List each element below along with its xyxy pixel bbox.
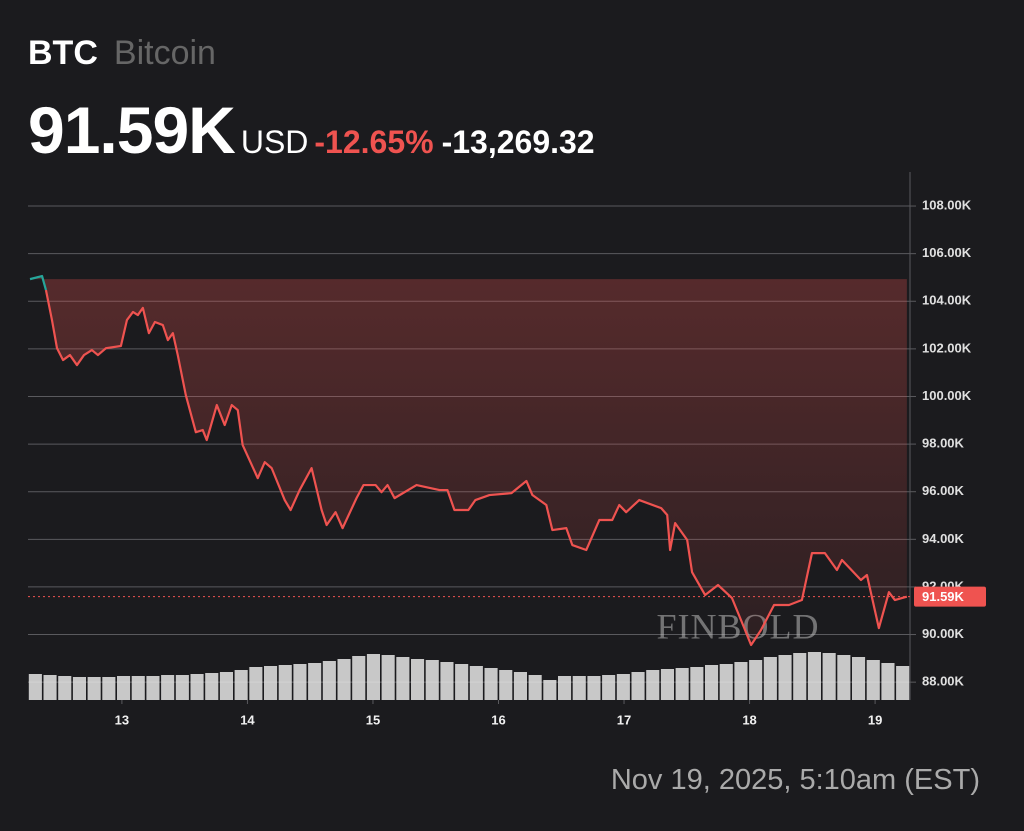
volume-bar: [896, 666, 910, 700]
volume-bar: [572, 676, 586, 700]
volume-bar: [352, 656, 366, 700]
volume-bar: [837, 655, 851, 700]
volume-bar: [440, 662, 454, 700]
change: -13,269.32: [441, 124, 595, 160]
volume-bar: [322, 661, 336, 700]
y-tick-label: 104.00K: [922, 293, 972, 308]
header-price: 91.59K USD -12.65% -13,269.32: [28, 92, 595, 168]
volume-bar: [484, 668, 498, 700]
volume-bar: [734, 662, 748, 700]
volume-bar: [616, 674, 630, 700]
y-tick-label: 98.00K: [922, 436, 965, 451]
volume-bar: [543, 680, 557, 700]
volume-bar: [822, 653, 836, 700]
timestamp: Nov 19, 2025, 5:10am (EST): [610, 764, 980, 796]
volume-bar: [807, 652, 821, 700]
change-percent: -12.65%: [314, 124, 434, 160]
price: 91.59K: [28, 93, 236, 167]
volume-bar: [749, 660, 763, 700]
x-tick-label: 18: [742, 712, 756, 727]
y-tick-label: 102.00K: [922, 340, 972, 355]
volume-bar: [308, 663, 322, 700]
volume-bar: [396, 657, 410, 700]
volume-bar: [587, 676, 601, 700]
volume-bar: [28, 674, 42, 700]
volume-bar: [719, 664, 733, 700]
header-symbol: BTC Bitcoin: [28, 34, 216, 73]
volume-bar: [190, 674, 204, 700]
volume-bar: [381, 655, 395, 700]
volume-bar: [660, 669, 674, 700]
volume-bar: [278, 665, 292, 700]
volume-bar: [72, 677, 86, 700]
volume-bar: [513, 672, 527, 700]
x-tick-label: 14: [240, 712, 255, 727]
volume-bar: [58, 676, 72, 700]
last-price-label: 91.59K: [922, 589, 965, 604]
x-tick-label: 16: [491, 712, 505, 727]
volume-bar: [102, 677, 116, 700]
volume-bar: [43, 675, 57, 700]
area-fill: [30, 276, 907, 646]
price-line: [29, 274, 48, 291]
volume-bar: [705, 665, 719, 700]
currency: USD: [240, 124, 309, 160]
volume-bar: [175, 675, 189, 700]
y-tick-label: 106.00K: [922, 245, 972, 260]
volume-bar: [690, 667, 704, 700]
volume-bar: [646, 670, 660, 700]
volume-bar: [234, 670, 248, 700]
y-tick-label: 94.00K: [922, 531, 965, 546]
y-tick-label: 96.00K: [922, 483, 965, 498]
volume-bar: [366, 654, 380, 700]
volume-bar: [469, 666, 483, 700]
volume-bar: [866, 660, 880, 700]
x-tick-label: 19: [868, 712, 882, 727]
volume-bar: [881, 663, 895, 700]
volume-bar: [161, 675, 175, 700]
symbol: BTC: [28, 34, 98, 72]
volume-bar: [631, 672, 645, 700]
x-tick-label: 15: [366, 712, 380, 727]
volume-bar: [131, 676, 145, 700]
volume-bar: [264, 666, 278, 700]
volume-bar: [602, 675, 616, 700]
volume-bar: [763, 657, 777, 700]
volume-bar: [558, 676, 572, 700]
volume-bar: [219, 672, 233, 700]
y-tick-label: 100.00K: [922, 388, 972, 403]
x-tick-label: 17: [617, 712, 631, 727]
volume-bar: [337, 659, 351, 700]
volume-bar: [87, 677, 101, 700]
volume-bar: [499, 670, 513, 700]
volume-bar: [528, 675, 542, 700]
volume-bar: [411, 659, 425, 700]
y-tick-label: 88.00K: [922, 674, 965, 689]
volume-bar: [852, 657, 866, 700]
volume-bar: [117, 676, 131, 700]
last-price-badge: [914, 586, 986, 607]
asset-name: Bitcoin: [113, 34, 216, 72]
volume-bar: [293, 664, 307, 700]
volume-bar: [146, 676, 160, 700]
y-tick-label: 90.00K: [922, 626, 965, 641]
volume-bar: [205, 673, 219, 700]
volume-bar: [793, 653, 807, 700]
volume-bar: [249, 667, 263, 700]
y-tick-label: 108.00K: [922, 197, 972, 212]
price-line: [44, 289, 908, 647]
volume-bar: [675, 668, 689, 700]
volume-bar: [425, 660, 439, 700]
volume-bar: [455, 664, 469, 700]
x-tick-label: 13: [115, 712, 129, 727]
volume-bar: [778, 655, 792, 700]
